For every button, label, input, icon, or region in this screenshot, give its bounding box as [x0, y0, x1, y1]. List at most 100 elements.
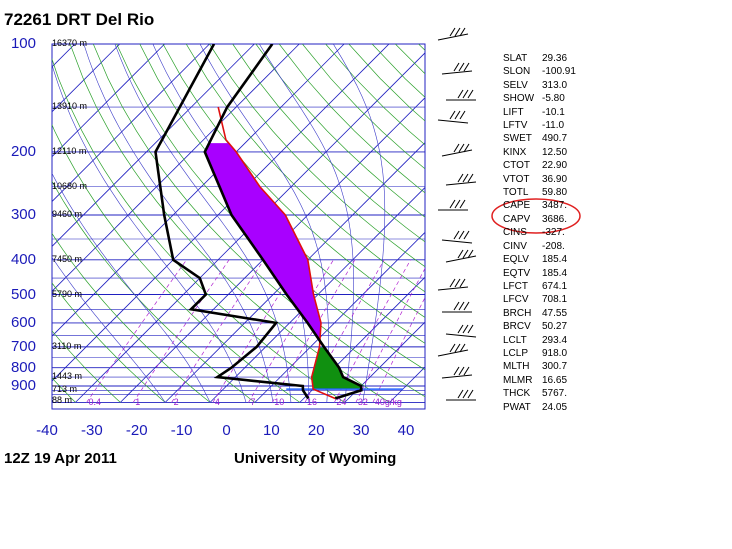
- barb-flag: [457, 249, 464, 259]
- barb-flag: [467, 89, 474, 99]
- index-name: MLTH: [503, 361, 530, 373]
- index-name: LFTV: [503, 120, 528, 132]
- isotherm-line: [254, 231, 425, 403]
- wind-barb: [437, 27, 469, 41]
- wind-barb: [445, 249, 477, 263]
- barb-shaft: [437, 119, 469, 124]
- index-name: EQTV: [503, 267, 531, 279]
- moist-adiabat-line: [52, 63, 247, 403]
- barb-shaft: [445, 255, 477, 263]
- index-name: SELV: [503, 79, 528, 91]
- mixing-ratio-line: [132, 259, 230, 403]
- barb-flag: [462, 89, 469, 99]
- index-name: SLON: [503, 66, 531, 78]
- height-label: 1443 m: [52, 371, 83, 382]
- pressure-tick-label: 100: [10, 35, 36, 52]
- barb-shaft: [437, 33, 469, 41]
- source-label: University of Wyoming: [234, 450, 397, 467]
- barb-flag: [459, 278, 466, 288]
- index-value: -11.0: [542, 120, 565, 132]
- barb-flag: [459, 27, 466, 37]
- cape-area: [205, 143, 321, 341]
- index-row: BRCV 50.27: [503, 320, 576, 333]
- dry-adiabat-line: [52, 180, 256, 403]
- mixing-ratio-label: 0.4: [88, 397, 102, 407]
- barb-flag: [449, 110, 456, 120]
- height-label: 713 m: [52, 384, 78, 395]
- index-value: -10.1: [542, 106, 565, 118]
- height-label: 16370 m: [52, 38, 88, 48]
- dry-adiabat-line: [185, 44, 425, 293]
- barb-flag: [458, 301, 465, 311]
- dry-adiabat-line: [255, 44, 425, 218]
- mixing-ratio-label: 1: [135, 397, 141, 407]
- dry-adiabat-line: [52, 330, 121, 403]
- wind-barb: [446, 89, 476, 101]
- wind-barb: [441, 62, 473, 75]
- index-name: LFCT: [503, 280, 528, 292]
- index-name: CINV: [503, 240, 527, 252]
- mixing-ratio-line: [304, 259, 385, 403]
- mixing-ratio-label: 7: [250, 397, 256, 407]
- index-row: THCK 5767.: [503, 387, 576, 400]
- index-value: 918.0: [542, 347, 568, 359]
- barb-flag: [457, 89, 464, 99]
- mixing-ratio-label: 4: [214, 397, 220, 407]
- index-row: LFCT 674.1: [503, 280, 576, 293]
- index-value: 50.27: [542, 321, 568, 333]
- index-name: TOTL: [503, 187, 529, 199]
- barb-flag: [462, 249, 469, 259]
- barb-flag: [453, 62, 460, 72]
- mixing-ratio-line: [355, 267, 425, 403]
- index-name: LFCV: [503, 294, 529, 306]
- index-name: LCLP: [503, 347, 529, 359]
- index-value: -327.: [542, 227, 565, 239]
- isotherm-line: [299, 276, 425, 403]
- barb-flag: [458, 143, 465, 153]
- index-row: TOTL 59.80: [503, 186, 576, 199]
- temperature-tick-label: 0: [222, 422, 231, 439]
- dry-adiabat-line: [69, 44, 390, 403]
- pressure-tick-label: 200: [10, 142, 36, 160]
- barb-shaft: [441, 239, 473, 244]
- height-label: 9460 m: [52, 209, 83, 219]
- index-value: 293.4: [542, 334, 568, 346]
- height-label: 5790 m: [52, 288, 83, 299]
- wind-barb: [441, 366, 473, 379]
- index-row: CINS -327.: [503, 226, 576, 239]
- temperature-tick-label: -40: [36, 422, 58, 439]
- index-value: 24.05: [542, 401, 568, 413]
- barb-flag: [459, 343, 466, 353]
- index-row: EQLV 185.4: [503, 253, 576, 266]
- temperature-tick-label: 10: [263, 422, 280, 439]
- barb-flag: [462, 324, 469, 334]
- wind-barb: [438, 199, 468, 211]
- index-name: THCK: [503, 388, 531, 400]
- barb-shaft: [441, 149, 473, 157]
- index-value: 29.36: [542, 53, 568, 64]
- barb-flag: [458, 366, 465, 376]
- wind-barb: [437, 110, 469, 124]
- dry-adiabat-line: [139, 44, 425, 344]
- barb-flag: [463, 230, 470, 240]
- isotherm-line: [52, 44, 165, 158]
- isotherm-line: [52, 44, 255, 247]
- mixing-ratio-label: 16: [306, 397, 317, 407]
- index-name: CTOT: [503, 160, 531, 172]
- wind-barb: [446, 389, 476, 401]
- index-value: 185.4: [542, 254, 568, 266]
- wind-barb: [445, 173, 477, 186]
- index-name: SWET: [503, 133, 532, 145]
- barb-flag: [459, 110, 466, 120]
- isotherm-line: [52, 44, 210, 203]
- index-row: MLTH 300.7: [503, 360, 576, 373]
- isotherm-line: [434, 44, 732, 402]
- pressure-tick-label: 300: [10, 206, 36, 223]
- dry-adiabat-line: [52, 123, 301, 403]
- height-label: 13910 m: [52, 101, 88, 112]
- index-row: EQTV 185.4: [503, 267, 576, 280]
- barb-flag: [467, 173, 474, 183]
- index-name: SLAT: [503, 53, 528, 64]
- dry-adiabat-line: [52, 232, 211, 403]
- index-row: PWAT 24.05: [503, 401, 576, 414]
